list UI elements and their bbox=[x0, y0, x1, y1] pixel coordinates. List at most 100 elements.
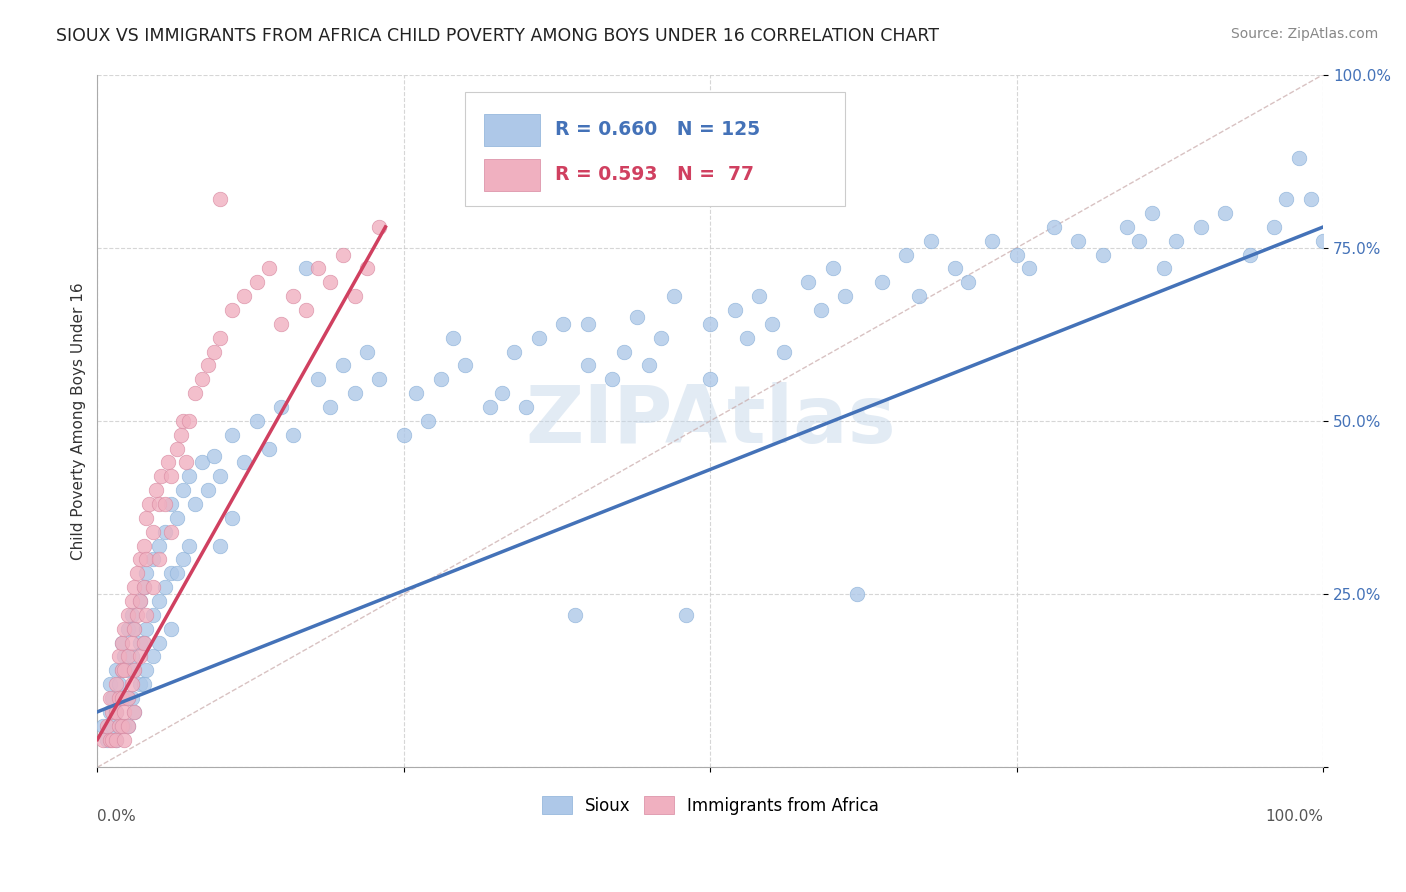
Point bbox=[101, 719, 124, 733]
Point bbox=[1166, 234, 1188, 248]
Text: Source: ZipAtlas.com: Source: ZipAtlas.com bbox=[1230, 27, 1378, 41]
Point bbox=[117, 691, 139, 706]
Point bbox=[1091, 247, 1114, 261]
Point bbox=[172, 552, 194, 566]
Point bbox=[307, 261, 329, 276]
Point bbox=[111, 691, 134, 706]
Point bbox=[221, 303, 243, 318]
Point bbox=[122, 705, 145, 719]
Point bbox=[834, 289, 856, 303]
Point bbox=[179, 469, 201, 483]
Point bbox=[104, 663, 127, 677]
Point bbox=[392, 427, 415, 442]
Point bbox=[307, 372, 329, 386]
Point bbox=[141, 607, 163, 622]
Point bbox=[1288, 151, 1310, 165]
Point bbox=[956, 276, 979, 290]
Point bbox=[135, 566, 157, 581]
Point bbox=[166, 442, 188, 456]
Point bbox=[332, 247, 354, 261]
Point bbox=[1213, 206, 1236, 220]
Point bbox=[129, 594, 152, 608]
Point bbox=[122, 663, 145, 677]
Point bbox=[1067, 234, 1090, 248]
Point bbox=[356, 344, 378, 359]
Point bbox=[104, 705, 127, 719]
Point bbox=[221, 511, 243, 525]
Point bbox=[157, 455, 180, 469]
Point bbox=[896, 247, 918, 261]
Point bbox=[108, 677, 131, 691]
Point bbox=[148, 635, 170, 649]
Point bbox=[294, 303, 316, 318]
Point bbox=[135, 552, 157, 566]
Point bbox=[135, 607, 157, 622]
Point bbox=[135, 663, 157, 677]
Text: SIOUX VS IMMIGRANTS FROM AFRICA CHILD POVERTY AMONG BOYS UNDER 16 CORRELATION CH: SIOUX VS IMMIGRANTS FROM AFRICA CHILD PO… bbox=[56, 27, 939, 45]
Point bbox=[121, 649, 143, 664]
Point bbox=[945, 261, 967, 276]
Point bbox=[150, 469, 173, 483]
Point bbox=[112, 622, 135, 636]
Point bbox=[981, 234, 1004, 248]
Point bbox=[125, 607, 148, 622]
Point bbox=[122, 580, 145, 594]
FancyBboxPatch shape bbox=[484, 114, 540, 146]
Point bbox=[129, 649, 152, 664]
Point bbox=[172, 483, 194, 498]
Point bbox=[870, 276, 893, 290]
Point bbox=[202, 449, 225, 463]
Point bbox=[724, 303, 747, 318]
Point bbox=[441, 331, 464, 345]
Point bbox=[117, 719, 139, 733]
Point bbox=[405, 386, 427, 401]
Point bbox=[527, 331, 550, 345]
Point bbox=[190, 372, 212, 386]
Point bbox=[208, 469, 231, 483]
Point bbox=[148, 594, 170, 608]
Point bbox=[1189, 219, 1212, 234]
Point bbox=[368, 372, 391, 386]
Point bbox=[96, 719, 118, 733]
Point bbox=[343, 289, 366, 303]
Text: ZIPAtlas: ZIPAtlas bbox=[524, 382, 896, 460]
Point bbox=[160, 566, 183, 581]
Point bbox=[98, 691, 121, 706]
Point bbox=[170, 427, 193, 442]
Point bbox=[132, 677, 155, 691]
Point bbox=[112, 691, 135, 706]
Point bbox=[112, 705, 135, 719]
Point bbox=[132, 539, 155, 553]
Point bbox=[172, 414, 194, 428]
Point bbox=[184, 497, 207, 511]
Point bbox=[129, 594, 152, 608]
Point bbox=[478, 400, 501, 414]
Point bbox=[920, 234, 942, 248]
Text: R = 0.660   N = 125: R = 0.660 N = 125 bbox=[554, 120, 759, 139]
Point bbox=[132, 580, 155, 594]
Point bbox=[135, 622, 157, 636]
Point bbox=[111, 663, 134, 677]
Point bbox=[98, 705, 121, 719]
Point bbox=[1042, 219, 1064, 234]
Point bbox=[148, 552, 170, 566]
Point bbox=[343, 386, 366, 401]
Point bbox=[1005, 247, 1028, 261]
Point bbox=[98, 677, 121, 691]
Point bbox=[576, 359, 599, 373]
Point bbox=[129, 635, 152, 649]
Point bbox=[98, 732, 121, 747]
Point bbox=[101, 732, 124, 747]
Point bbox=[121, 691, 143, 706]
Point bbox=[111, 719, 134, 733]
Point bbox=[111, 635, 134, 649]
Point bbox=[174, 455, 197, 469]
Point bbox=[111, 635, 134, 649]
Point bbox=[160, 524, 183, 539]
Point bbox=[197, 359, 219, 373]
Point bbox=[1239, 247, 1261, 261]
Point bbox=[246, 414, 269, 428]
Point bbox=[907, 289, 929, 303]
Point bbox=[121, 677, 143, 691]
Point bbox=[132, 580, 155, 594]
